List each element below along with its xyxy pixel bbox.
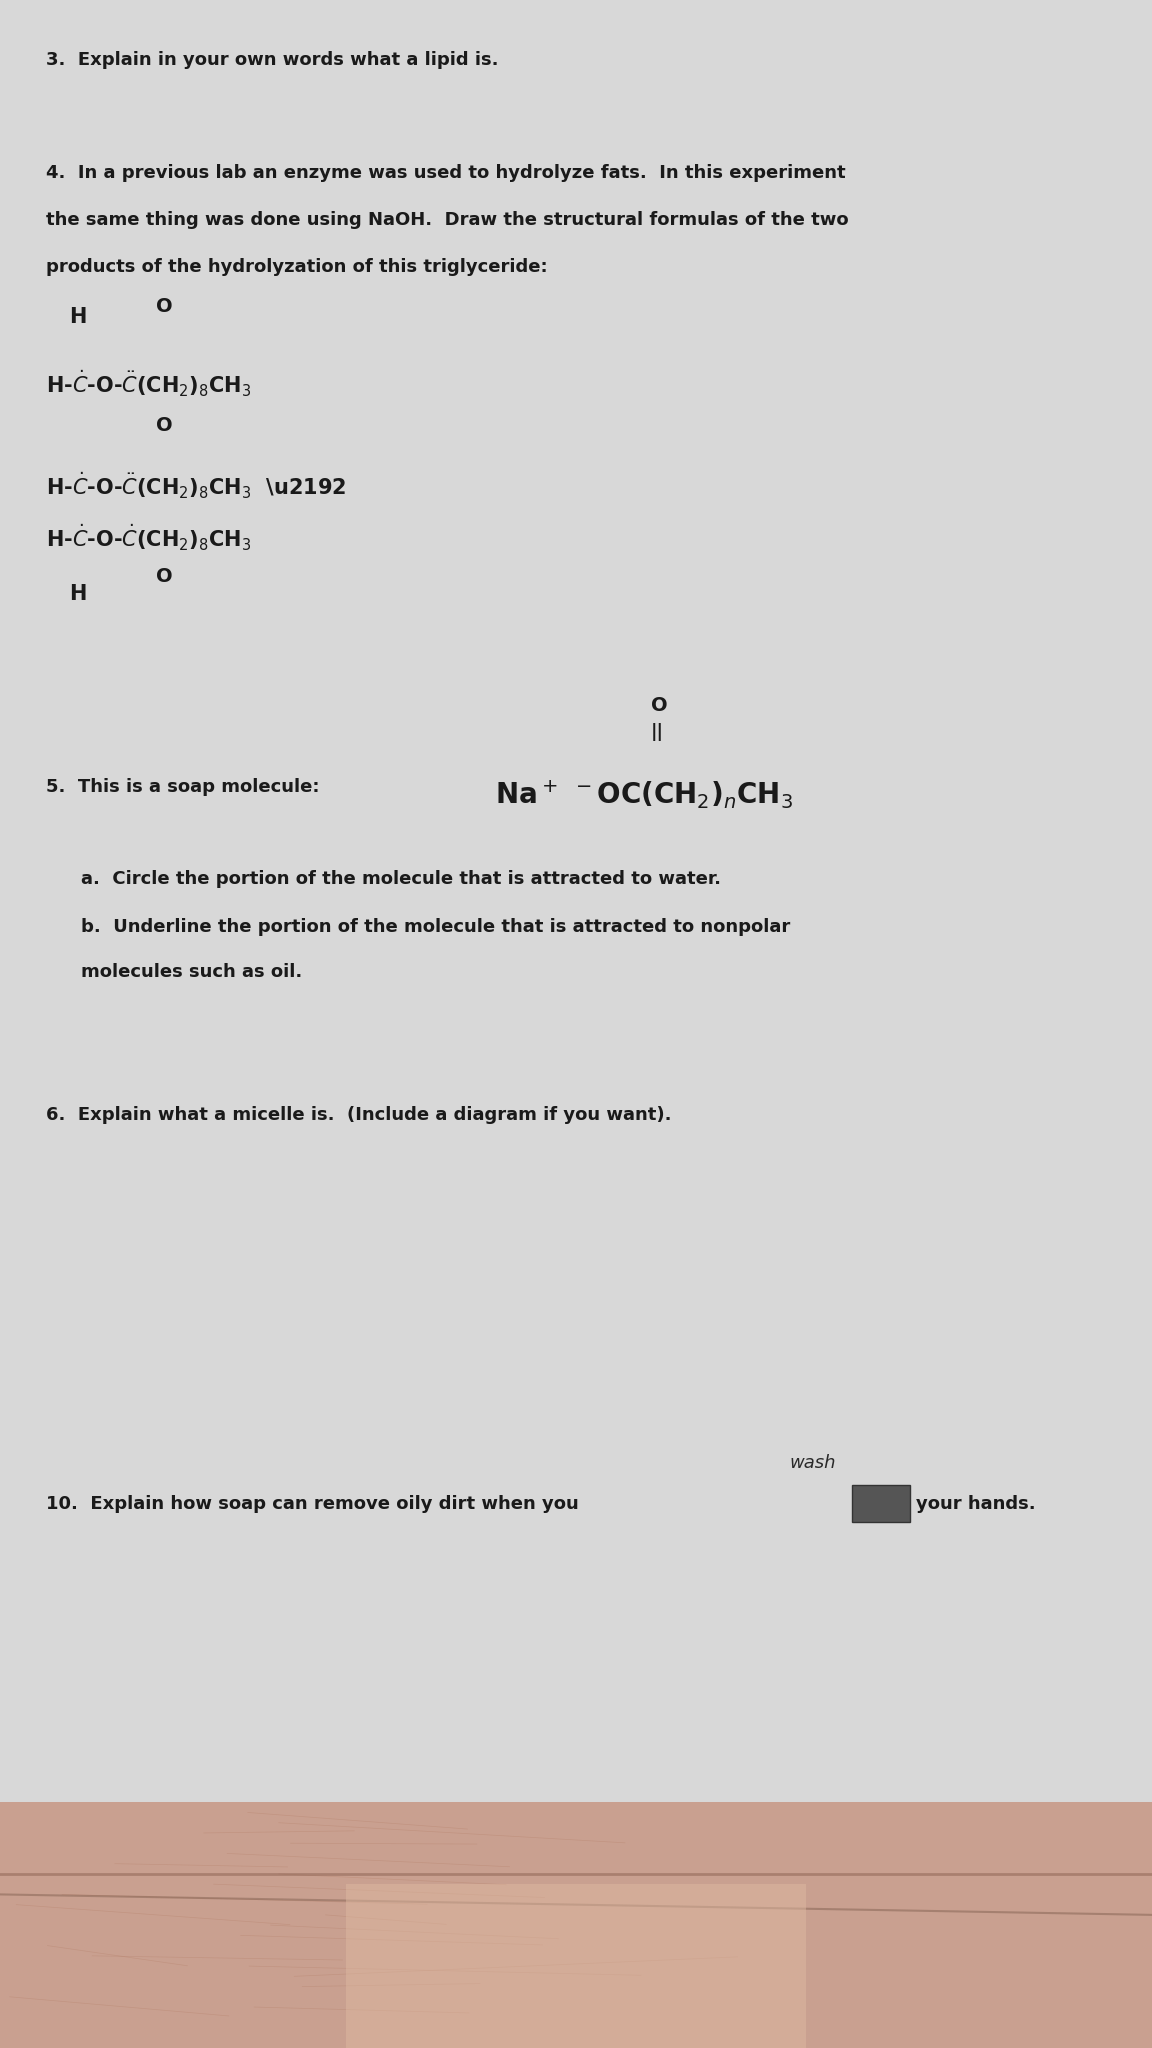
Text: your hands.: your hands. [916,1495,1036,1513]
Text: H: H [69,307,86,328]
Text: Na$^+$ $^-$OC(CH$_2$)$_n$CH$_3$: Na$^+$ $^-$OC(CH$_2$)$_n$CH$_3$ [495,778,794,811]
Text: 5.  This is a soap molecule:: 5. This is a soap molecule: [46,778,319,797]
Text: H-$\dot{C}$-O-$\ddot{C}$(CH$_2$)$_8$CH$_3$: H-$\dot{C}$-O-$\ddot{C}$(CH$_2$)$_8$CH$_… [46,369,251,399]
Text: O: O [156,416,172,434]
Text: O: O [156,567,172,586]
Text: products of the hydrolyzation of this triglyceride:: products of the hydrolyzation of this tr… [46,258,547,276]
FancyBboxPatch shape [852,1485,910,1522]
Text: b.  Underline the portion of the molecule that is attracted to nonpolar: b. Underline the portion of the molecule… [81,918,790,936]
Text: the same thing was done using NaOH.  Draw the structural formulas of the two: the same thing was done using NaOH. Draw… [46,211,849,229]
Text: ||: || [651,723,664,741]
FancyBboxPatch shape [346,1884,806,2048]
Text: 6.  Explain what a micelle is.  (Include a diagram if you want).: 6. Explain what a micelle is. (Include a… [46,1106,672,1124]
Text: 3.  Explain in your own words what a lipid is.: 3. Explain in your own words what a lipi… [46,51,499,70]
Text: wash: wash [789,1454,835,1473]
Text: 10.  Explain how soap can remove oily dirt when you: 10. Explain how soap can remove oily dir… [46,1495,578,1513]
Text: H: H [69,584,86,604]
Text: a.  Circle the portion of the molecule that is attracted to water.: a. Circle the portion of the molecule th… [81,870,721,889]
Text: H-$\dot{C}$-O-$\ddot{C}$(CH$_2$)$_8$CH$_3$  \u2192: H-$\dot{C}$-O-$\ddot{C}$(CH$_2$)$_8$CH$_… [46,471,347,502]
Text: O: O [651,696,667,715]
FancyBboxPatch shape [0,1802,1152,2048]
Text: H-$\dot{C}$-O-$\dot{C}$(CH$_2$)$_8$CH$_3$: H-$\dot{C}$-O-$\dot{C}$(CH$_2$)$_8$CH$_3… [46,522,251,553]
Text: O: O [156,297,172,315]
Text: 4.  In a previous lab an enzyme was used to hydrolyze fats.  In this experiment: 4. In a previous lab an enzyme was used … [46,164,846,182]
Text: molecules such as oil.: molecules such as oil. [81,963,302,981]
